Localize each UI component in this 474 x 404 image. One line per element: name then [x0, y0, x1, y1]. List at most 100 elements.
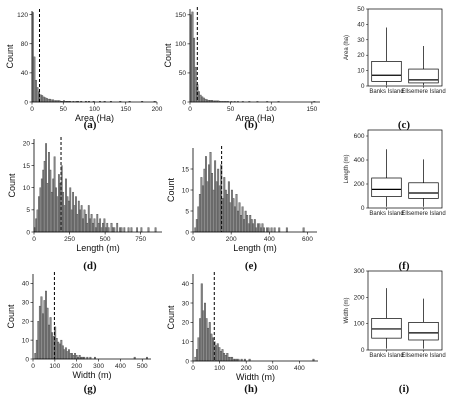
panel-label: (e) [245, 260, 258, 272]
histogram-bar [93, 218, 96, 233]
histogram-bar [193, 37, 196, 103]
histogram-bar [221, 349, 224, 362]
histogram-bar [230, 189, 233, 233]
histogram-bar [203, 168, 206, 233]
histogram-bar [72, 191, 74, 233]
histogram-bar [52, 178, 55, 233]
histogram-bar [104, 227, 107, 233]
panel-i: 0 100 200 300 Width (m) Banks IslandEllsemere… [344, 268, 446, 395]
histogram-bar [102, 222, 104, 233]
histogram-bar [99, 218, 102, 233]
histogram-bar [217, 168, 220, 233]
histogram-bar [75, 196, 77, 233]
histogram-bar [34, 79, 37, 103]
iqr-box [408, 322, 439, 341]
histogram-bar [37, 321, 40, 360]
x-tick-label: 300 [93, 363, 104, 370]
histogram-bar [58, 343, 61, 360]
y-tick-label: 80 [21, 41, 29, 48]
histogram-bar [58, 174, 60, 233]
x-tick-label: 0 [191, 236, 195, 243]
histogram-bar [53, 156, 56, 233]
histogram-bar [273, 227, 276, 233]
histogram-bar [208, 164, 210, 233]
iqr-box [408, 68, 439, 84]
x-tick-label: Banks Island [369, 353, 403, 359]
x-tick-label: 600 [302, 236, 313, 243]
histogram-bar [246, 215, 249, 233]
histogram-bar [209, 152, 212, 233]
panel-label: (c) [398, 119, 411, 131]
histogram-bar [227, 356, 230, 362]
x-tick-label: 750 [135, 236, 146, 243]
histogram-bar [202, 310, 205, 362]
histogram-bar [106, 222, 109, 233]
histogram-bar [76, 214, 79, 233]
histogram-bar [203, 302, 206, 362]
x-tick-label: Banks Island [369, 89, 403, 95]
histogram-bar [270, 227, 273, 233]
y-tick-label: 0 [361, 205, 365, 212]
histogram-bar [196, 349, 198, 362]
box-1: Banks Island [369, 27, 404, 95]
histogram-bar [194, 66, 197, 103]
histogram-bar [214, 160, 217, 233]
histogram-bar [208, 322, 211, 362]
histogram-bar [136, 227, 138, 233]
x-axis-title: Width (m) [236, 372, 275, 382]
iqr-box [371, 318, 402, 339]
histogram-bar [66, 196, 69, 233]
iqr-box [371, 177, 402, 197]
histogram-bar [45, 290, 47, 360]
x-axis-title: Length (m) [233, 243, 277, 253]
y-tick-label: 30 [22, 300, 30, 307]
y-axis-title: Count [6, 304, 16, 329]
histogram-bar [266, 227, 268, 233]
x-axis-title: Area (Ha) [235, 113, 274, 123]
histogram-bar [69, 353, 72, 360]
y-tick-label: 50 [357, 6, 365, 13]
histogram-bar [147, 227, 150, 233]
plot-frame [367, 129, 443, 209]
histogram-bar [43, 160, 46, 233]
y-tick-label: 40 [357, 21, 365, 28]
histogram-bar [194, 356, 197, 362]
histogram-bar [130, 227, 133, 233]
histogram-bar [51, 332, 54, 360]
histogram-bar [244, 210, 247, 233]
histogram-bar [92, 222, 94, 233]
iqr-box [371, 61, 402, 82]
histogram-bar [57, 341, 60, 360]
x-axis-title: Width (m) [73, 370, 112, 380]
y-tick-label: 10 [23, 185, 31, 192]
histogram-bar [49, 169, 52, 233]
y-tick-label: 30 [182, 300, 190, 307]
histogram-bar [79, 209, 82, 233]
histogram-bar [218, 185, 221, 233]
histogram-bar [231, 356, 234, 362]
x-tick-label: Banks Island [369, 211, 403, 217]
panel-h: 0 100 200 300 400 0 10 20 30 40 Width (m) Count (h) [166, 272, 318, 395]
histogram-bar [74, 353, 77, 360]
histogram-bar [140, 227, 143, 233]
histogram-bar [250, 219, 253, 233]
y-axis-title: Width (m) [344, 298, 350, 324]
histogram-bar [210, 333, 213, 362]
histogram-bar [40, 178, 43, 233]
histogram-bar [61, 345, 64, 360]
panel-label: (g) [84, 383, 97, 395]
x-tick-label: Ellsemere Island [401, 89, 445, 95]
histogram-bar [234, 206, 236, 233]
histogram-bar [215, 345, 218, 362]
y-tick-label: 0 [185, 358, 189, 365]
iqr-box [408, 182, 439, 199]
y-tick-label: 50 [179, 70, 187, 77]
histogram-bar [119, 227, 121, 233]
y-tick-label: 0 [26, 229, 30, 236]
histogram-bar [256, 223, 259, 233]
y-tick-label: 200 [354, 181, 365, 188]
histogram-bar [70, 209, 73, 233]
histogram-bar [36, 87, 39, 103]
histogram-bar [89, 218, 92, 233]
histogram-bar [49, 317, 52, 360]
